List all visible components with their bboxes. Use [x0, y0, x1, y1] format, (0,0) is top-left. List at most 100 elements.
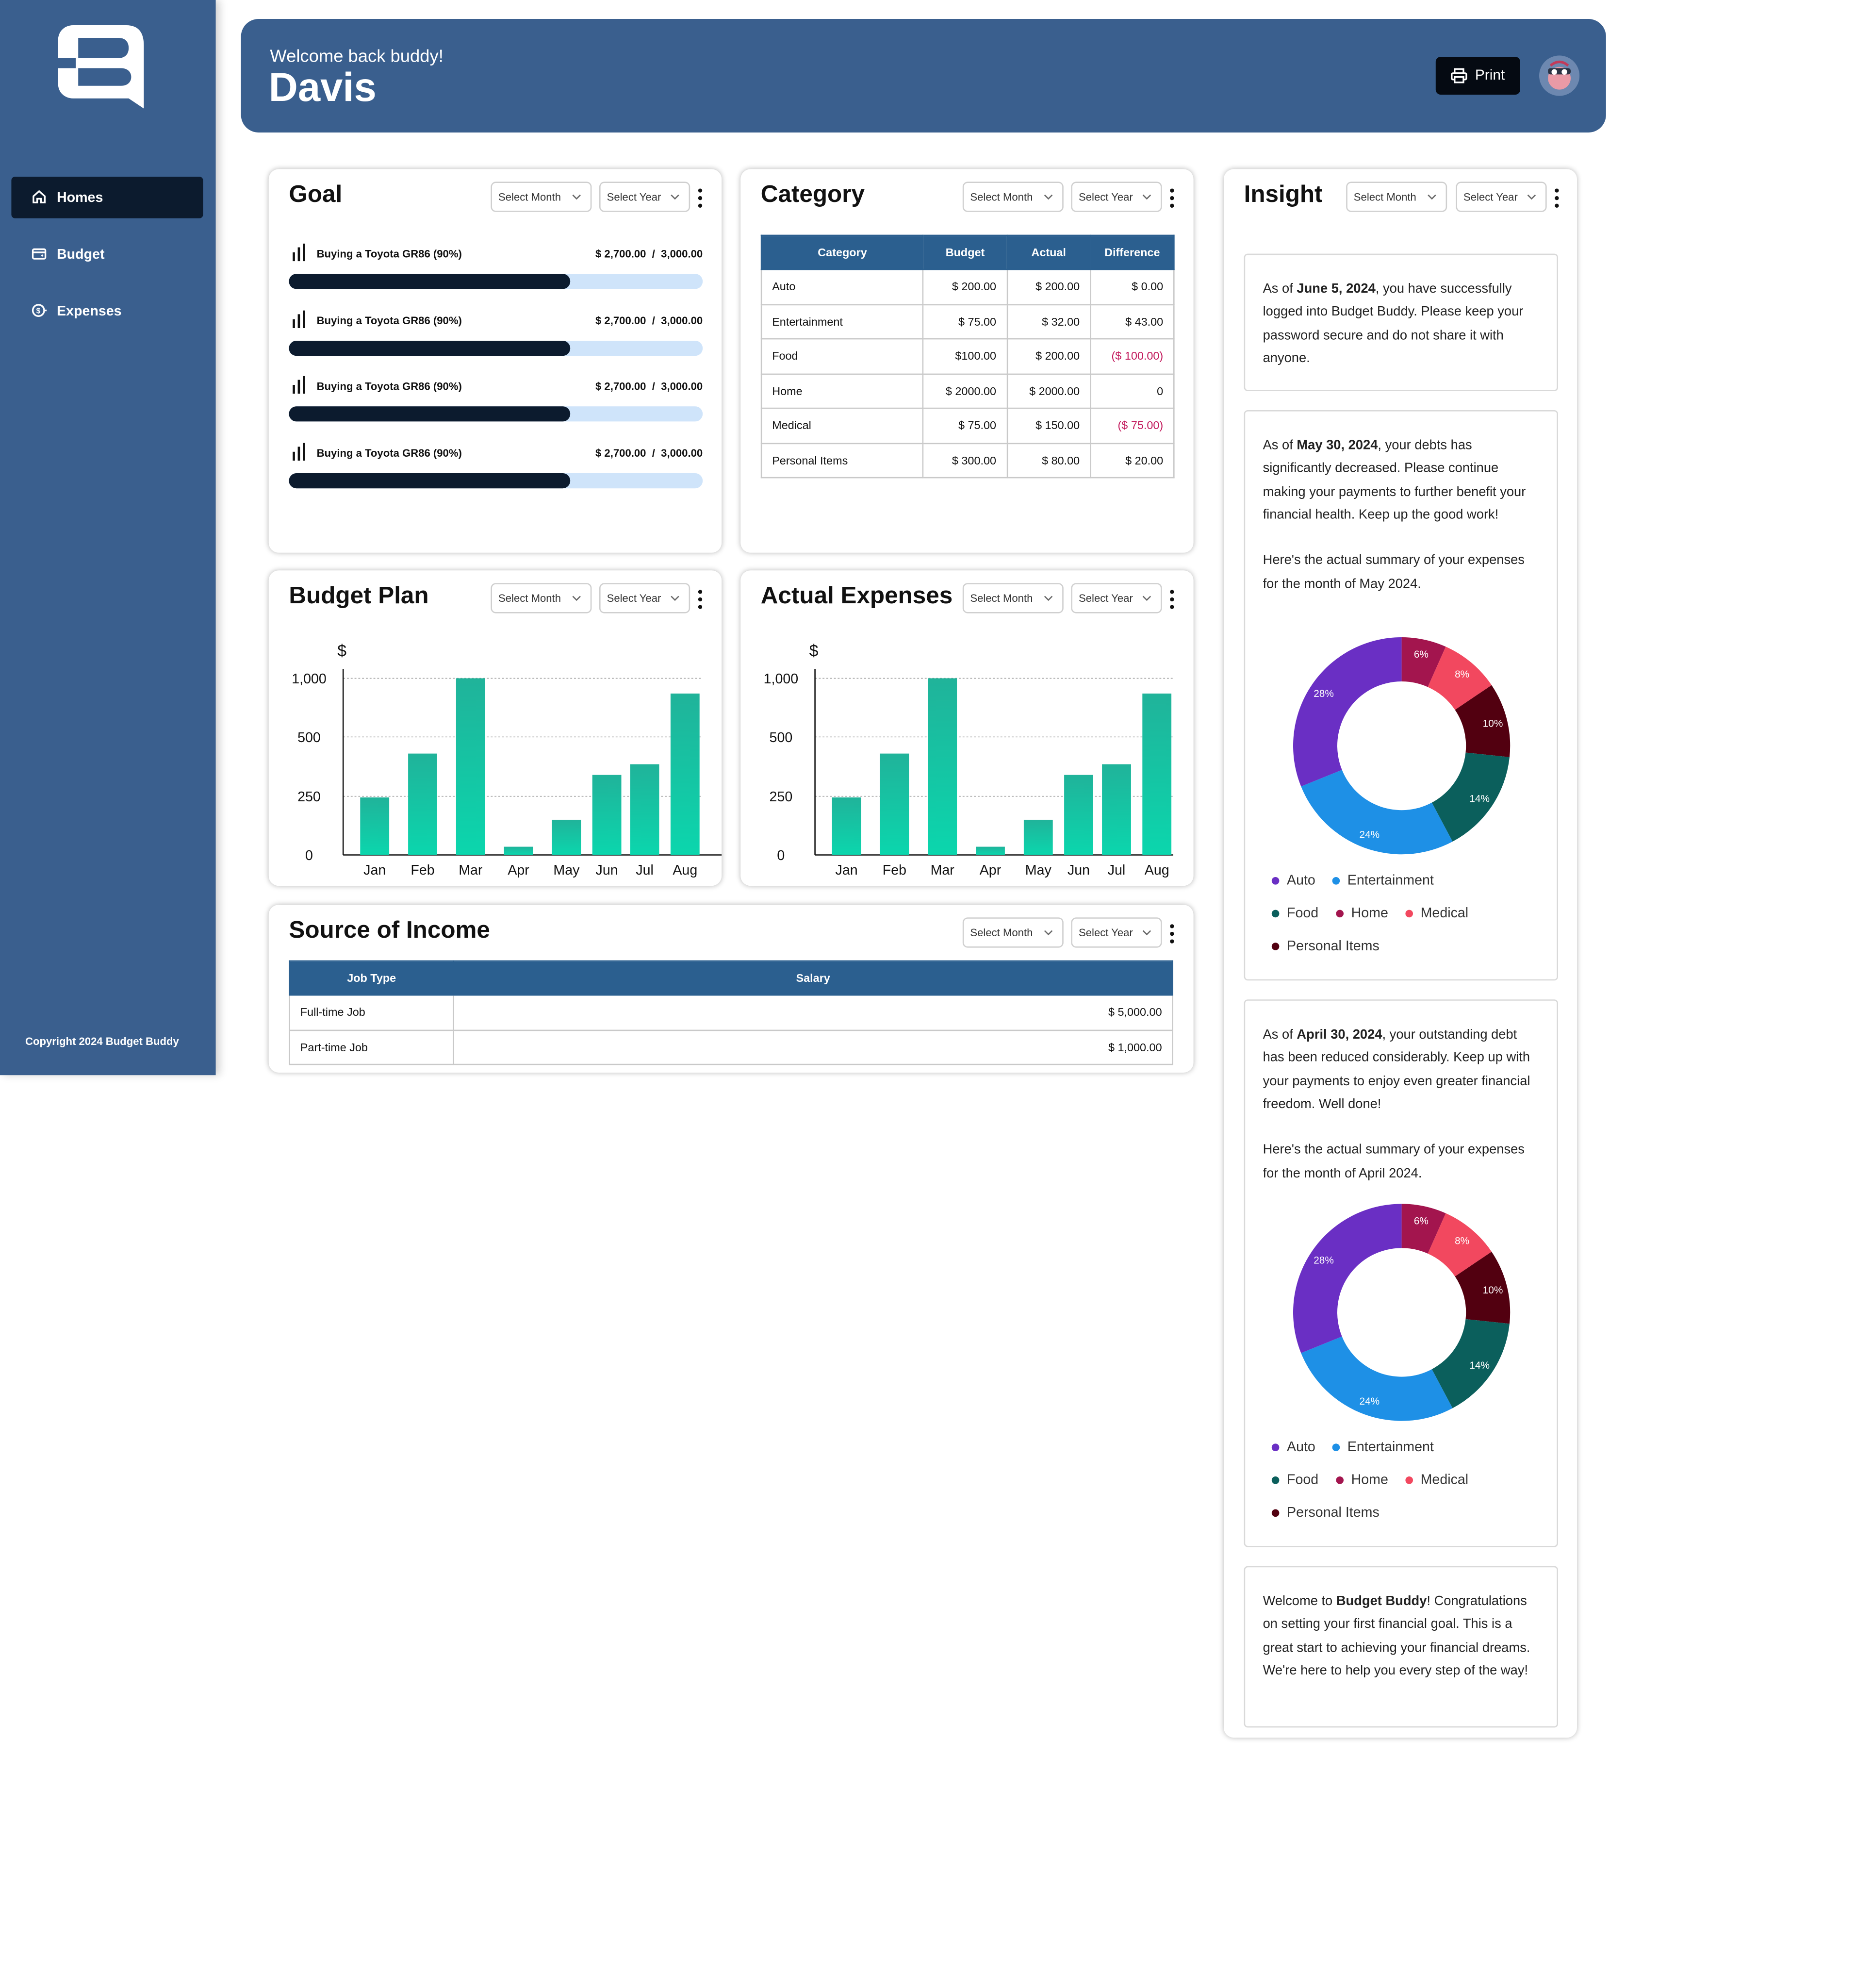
legend-label: Medical: [1420, 1473, 1469, 1488]
table-row: Personal Items $ 300.00 $ 80.00 $ 20.00: [760, 442, 1175, 479]
slice-entertainment[interactable]: [1301, 1336, 1453, 1421]
slice-auto[interactable]: [1293, 637, 1402, 787]
category-name: Auto: [760, 268, 924, 305]
more-options-icon[interactable]: [698, 589, 703, 610]
goal-progress-track: [289, 340, 703, 355]
sidebar-item-homes[interactable]: Homes: [11, 177, 203, 218]
bar-jul[interactable]: [630, 764, 659, 855]
insight-welcome-message: Welcome to Budget Buddy! Congratulations…: [1244, 1566, 1558, 1728]
budget-buddy-logo[interactable]: [55, 20, 148, 119]
avatar[interactable]: [1539, 55, 1580, 96]
sidebar-item-expenses[interactable]: $ Expenses: [11, 290, 203, 332]
x-tick-label: Apr: [508, 862, 529, 878]
slice-home[interactable]: [1401, 637, 1446, 687]
bar-jan[interactable]: [832, 797, 861, 855]
column-header: Category: [760, 234, 924, 270]
slice-food[interactable]: [1431, 752, 1510, 842]
job-type: Part-time Job: [289, 1029, 454, 1065]
bar-apr[interactable]: [504, 846, 533, 855]
slice-food[interactable]: [1431, 1319, 1510, 1408]
bar-mar[interactable]: [928, 678, 957, 855]
y-tick-label: 500: [770, 730, 793, 746]
y-tick-label: 250: [770, 789, 793, 805]
bar-may[interactable]: [552, 819, 581, 855]
x-tick-label: Jun: [1068, 862, 1090, 878]
goal-item[interactable]: Buying a Toyota GR86 (90%) $ 2,700.00 / 3…: [289, 442, 703, 493]
salary-value: $ 5,000.00: [453, 994, 1173, 1030]
slice-entertainment[interactable]: [1301, 770, 1453, 855]
legend-label: Personal Items: [1287, 1505, 1380, 1521]
slice-home[interactable]: [1401, 1204, 1446, 1254]
source-of-income-card: Source of Income Select Month Select Year…: [268, 905, 1194, 1073]
category-month-select[interactable]: Select Month: [962, 182, 1064, 212]
bar-chart-icon: [293, 310, 305, 328]
income-month-select[interactable]: Select Month: [962, 917, 1064, 948]
category-year-select[interactable]: Select Year: [1071, 182, 1162, 212]
goal-progress-fill: [289, 274, 571, 289]
bar-aug[interactable]: [1142, 693, 1172, 855]
print-button[interactable]: Print: [1435, 56, 1520, 95]
legend-item-personal-items: Personal Items: [1271, 1505, 1380, 1521]
more-options-icon[interactable]: [698, 188, 703, 208]
goal-month-select[interactable]: Select Month: [491, 182, 592, 212]
slice-personal-items[interactable]: [1455, 685, 1511, 757]
chevron-down-icon: [671, 596, 679, 601]
slice-medical[interactable]: [1428, 1213, 1492, 1276]
legend-dot: [1271, 910, 1280, 918]
goal-amount: $ 2,700.00 / 3,000.00: [595, 314, 703, 327]
insight-year-select[interactable]: Select Year: [1456, 182, 1547, 212]
actual-value: $ 2000.00: [1006, 373, 1091, 409]
april-expenses-donut: 10% 14% 24% 28% 6% 8%: [1293, 1204, 1511, 1421]
chevron-down-icon: [1142, 930, 1151, 936]
income-year-select[interactable]: Select Year: [1071, 917, 1162, 948]
bar-feb[interactable]: [408, 753, 437, 855]
insight-april-summary: As of April 30, 2024, your outstanding d…: [1244, 999, 1558, 1547]
insight-title: Insight: [1244, 182, 1323, 208]
more-options-icon[interactable]: [1169, 188, 1174, 208]
bar-jul[interactable]: [1102, 764, 1131, 855]
goal-item[interactable]: Buying a Toyota GR86 (90%) $ 2,700.00 / 3…: [289, 243, 703, 294]
bar-aug[interactable]: [670, 693, 700, 855]
slice-medical[interactable]: [1428, 646, 1492, 710]
more-options-icon[interactable]: [1169, 589, 1174, 610]
budget-plan-month-select[interactable]: Select Month: [491, 583, 592, 613]
sidebar: Homes Budget $ Expenses Copyright 2024 Budg…: [0, 0, 216, 1076]
goal-label: Buying a Toyota GR86 (90%): [316, 247, 462, 260]
bar-may[interactable]: [1023, 819, 1053, 855]
sidebar-item-budget[interactable]: Budget: [11, 233, 203, 275]
table-row: Home $ 2000.00 $ 2000.00 0: [760, 373, 1175, 409]
bar-jun[interactable]: [592, 775, 622, 855]
salary-value: $ 1,000.00: [453, 1029, 1173, 1065]
budget-value: $100.00: [922, 338, 1008, 374]
legend-label: Medical: [1420, 906, 1469, 921]
legend-item-entertainment: Entertainment: [1332, 873, 1434, 888]
slice-auto[interactable]: [1293, 1204, 1402, 1353]
goal-progress-fill: [289, 406, 571, 422]
slice-personal-items[interactable]: [1455, 1251, 1511, 1324]
goal-item[interactable]: Buying a Toyota GR86 (90%) $ 2,700.00 / 3…: [289, 310, 703, 360]
legend-item-food: Food: [1271, 1473, 1318, 1488]
legend-item-home: Home: [1336, 906, 1388, 921]
month-select-label: Select Month: [498, 592, 561, 605]
bar-apr[interactable]: [976, 846, 1005, 855]
y-tick-label: 1,000: [764, 671, 799, 687]
wallet-icon: [32, 246, 49, 263]
bar-jan[interactable]: [360, 797, 390, 855]
bar-mar[interactable]: [456, 678, 485, 855]
goal-amount: $ 2,700.00 / 3,000.00: [595, 247, 703, 260]
budget-plan-year-select[interactable]: Select Year: [599, 583, 690, 613]
more-options-icon[interactable]: [1554, 188, 1559, 208]
insight-date: June 5, 2024: [1297, 281, 1376, 297]
bar-feb[interactable]: [880, 753, 909, 855]
goal-item[interactable]: Buying a Toyota GR86 (90%) $ 2,700.00 / 3…: [289, 376, 703, 427]
insight-month-select[interactable]: Select Month: [1346, 182, 1447, 212]
table-row: Auto $ 200.00 $ 200.00 $ 0.00: [760, 268, 1175, 305]
y-tick-label: 0: [777, 848, 785, 863]
goal-year-select[interactable]: Select Year: [599, 182, 690, 212]
actual-expenses-year-select[interactable]: Select Year: [1071, 583, 1162, 613]
user-name: Davis: [268, 64, 377, 110]
bar-jun[interactable]: [1064, 775, 1093, 855]
actual-expenses-month-select[interactable]: Select Month: [962, 583, 1064, 613]
more-options-icon[interactable]: [1169, 924, 1174, 944]
goal-label: Buying a Toyota GR86 (90%): [316, 446, 462, 459]
